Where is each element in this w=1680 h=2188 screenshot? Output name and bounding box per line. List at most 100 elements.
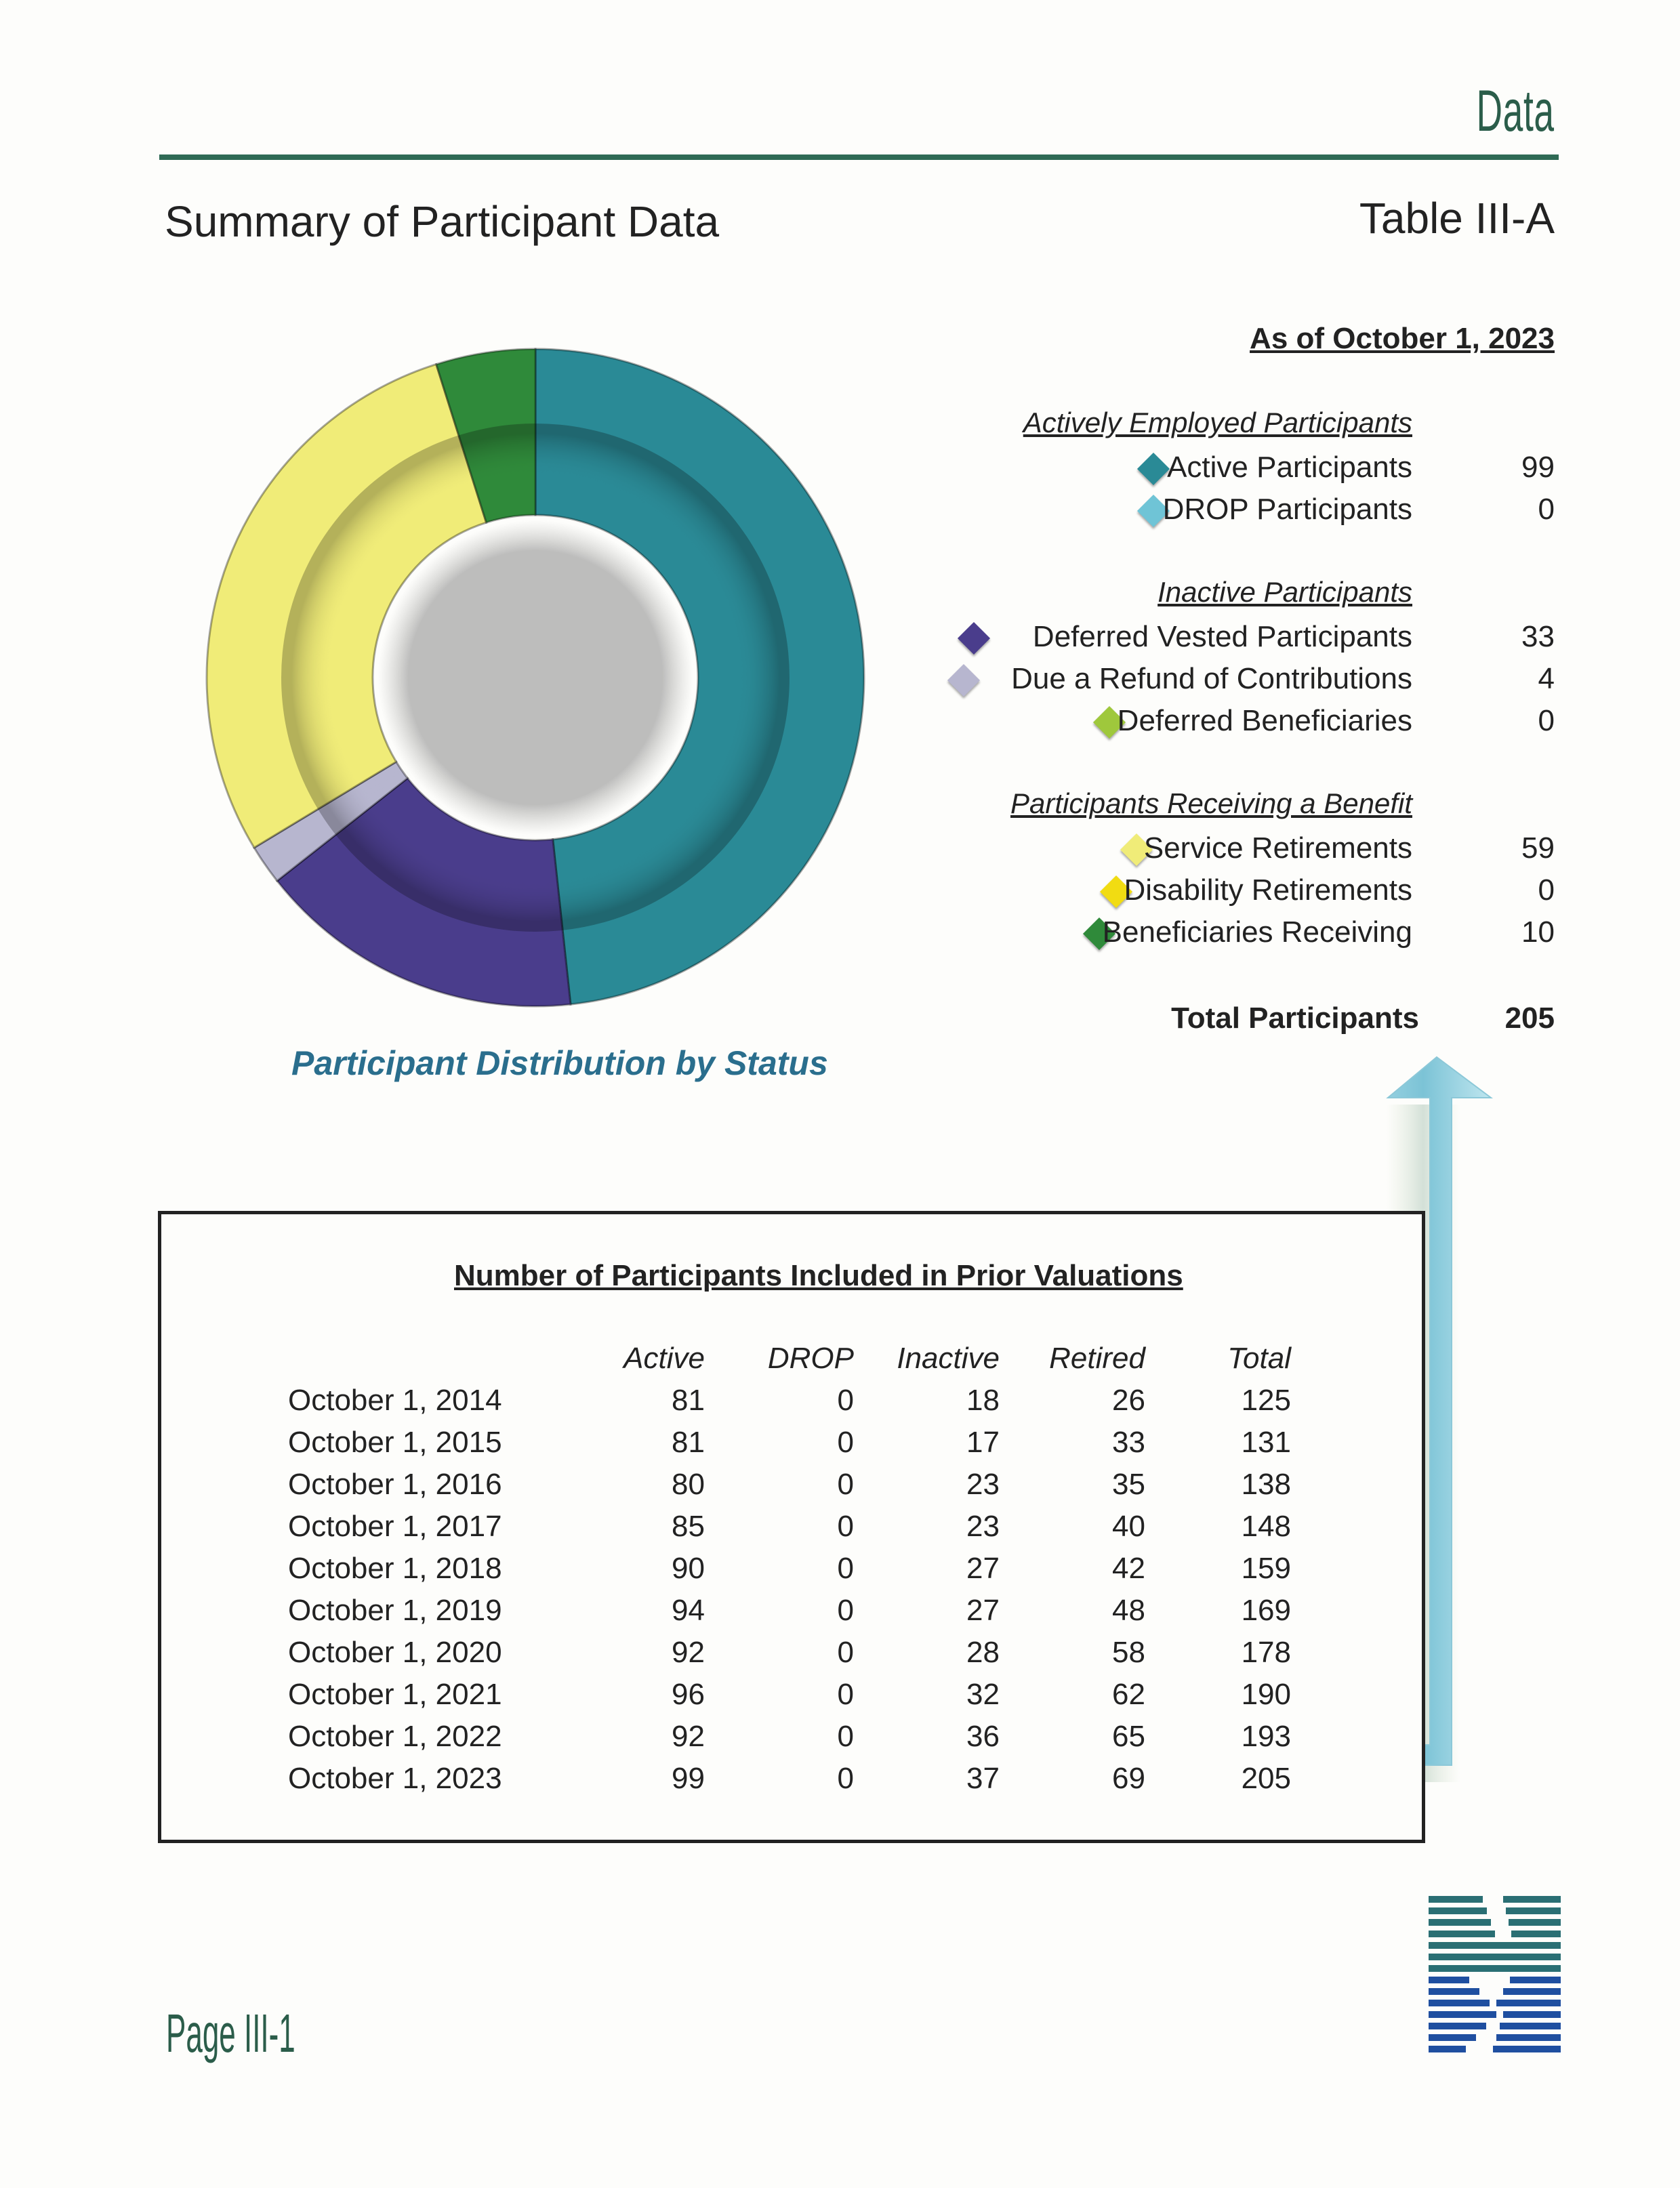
logo-stripe bbox=[1429, 1965, 1469, 1972]
row-date: October 1, 2021 bbox=[288, 1678, 502, 1711]
logo-stripe bbox=[1483, 1942, 1561, 1949]
logo-stripe bbox=[1476, 1954, 1561, 1960]
logo-stripe bbox=[1429, 1977, 1469, 1983]
legend-row-deferred-vested: Deferred Vested Participants 33 bbox=[877, 620, 1555, 661]
table-cell: 0 bbox=[837, 1426, 854, 1459]
table-cell: 69 bbox=[1112, 1762, 1145, 1795]
diamond-icon bbox=[1136, 452, 1170, 486]
legend-row-refund: Due a Refund of Contributions 4 bbox=[877, 662, 1555, 703]
prior-valuations-title: Number of Participants Included in Prior… bbox=[454, 1259, 1183, 1292]
table-cell: 40 bbox=[1112, 1510, 1145, 1543]
row-date: October 1, 2020 bbox=[288, 1636, 502, 1669]
table-cell: 48 bbox=[1112, 1594, 1145, 1627]
legend-label: Deferred Beneficiaries bbox=[1117, 704, 1412, 737]
table-cell: 0 bbox=[837, 1636, 854, 1669]
legend-value: 0 bbox=[1538, 493, 1555, 526]
table-cell: 0 bbox=[837, 1468, 854, 1501]
logo-stripe bbox=[1429, 2046, 1466, 2052]
row-date: October 1, 2016 bbox=[288, 1468, 502, 1501]
legend-value: 10 bbox=[1521, 915, 1555, 949]
logo-stripe bbox=[1429, 1896, 1483, 1903]
table-cell: 178 bbox=[1241, 1636, 1291, 1669]
logo-stripe bbox=[1429, 2011, 1496, 2018]
logo-stripe bbox=[1493, 2046, 1561, 2052]
logo-stripe bbox=[1511, 1931, 1561, 1937]
table-cell: 96 bbox=[672, 1678, 705, 1711]
legend-value: 0 bbox=[1538, 873, 1555, 907]
donut-shading bbox=[281, 424, 790, 932]
table-cell: 90 bbox=[672, 1552, 705, 1585]
logo-stripe bbox=[1429, 2000, 1490, 2006]
table-cell: 33 bbox=[1112, 1426, 1145, 1459]
table-cell: 23 bbox=[966, 1510, 1000, 1543]
header-rule bbox=[159, 154, 1559, 160]
logo-stripe bbox=[1429, 1931, 1495, 1937]
legend-row-service-retirements: Service Retirements 59 bbox=[877, 831, 1555, 872]
table-cell: 65 bbox=[1112, 1720, 1145, 1753]
legend-row-drop-participants: DROP Participants 0 bbox=[877, 493, 1555, 533]
table-cell: 85 bbox=[672, 1510, 705, 1543]
logo-stripe bbox=[1429, 1919, 1491, 1926]
logo-stripe bbox=[1496, 2034, 1561, 2041]
logo-stripe bbox=[1429, 1907, 1487, 1914]
table-cell: 159 bbox=[1241, 1552, 1291, 1585]
logo-stripe bbox=[1429, 2023, 1486, 2029]
legend-value: 33 bbox=[1521, 620, 1555, 653]
table-cell: 26 bbox=[1112, 1384, 1145, 1417]
row-date: October 1, 2017 bbox=[288, 1510, 502, 1543]
legend-value: 4 bbox=[1538, 662, 1555, 695]
participant-donut-chart bbox=[205, 348, 865, 1008]
table-cell: 92 bbox=[672, 1636, 705, 1669]
legend-label: Due a Refund of Contributions bbox=[1011, 662, 1412, 695]
legend-label: Active Participants bbox=[1167, 451, 1412, 484]
row-date: October 1, 2018 bbox=[288, 1552, 502, 1585]
legend-row-deferred-beneficiaries: Deferred Beneficiaries 0 bbox=[877, 704, 1555, 745]
table-cell: 42 bbox=[1112, 1552, 1145, 1585]
column-header-inactive: Inactive bbox=[897, 1342, 1000, 1375]
page-title: Summary of Participant Data bbox=[165, 197, 720, 246]
page-number: Page III-1 bbox=[166, 2003, 295, 2063]
row-date: October 1, 2014 bbox=[288, 1384, 502, 1417]
table-cell: 92 bbox=[672, 1720, 705, 1753]
row-date: October 1, 2023 bbox=[288, 1762, 502, 1795]
legend-row-disability-retirements: Disability Retirements 0 bbox=[877, 873, 1555, 914]
column-header-drop: DROP bbox=[767, 1342, 854, 1375]
column-header-retired: Retired bbox=[1049, 1342, 1145, 1375]
column-header-total: Total bbox=[1227, 1342, 1291, 1375]
logo-stripe bbox=[1429, 1954, 1483, 1960]
legend-label: Disability Retirements bbox=[1124, 873, 1412, 907]
table-cell: 0 bbox=[837, 1510, 854, 1543]
table-cell: 28 bbox=[966, 1636, 1000, 1669]
table-cell: 0 bbox=[837, 1552, 854, 1585]
section-label: Data bbox=[1476, 79, 1555, 144]
table-cell: 62 bbox=[1112, 1678, 1145, 1711]
chart-title: Participant Distribution by Status bbox=[291, 1044, 828, 1082]
table-cell: 35 bbox=[1112, 1468, 1145, 1501]
table-cell: 27 bbox=[966, 1552, 1000, 1585]
logo-stripe bbox=[1510, 1977, 1561, 1983]
table-cell: 0 bbox=[837, 1720, 854, 1753]
table-cell: 18 bbox=[966, 1384, 1000, 1417]
logo-stripe bbox=[1469, 1965, 1561, 1972]
diamond-icon bbox=[947, 663, 981, 697]
table-cell: 205 bbox=[1241, 1762, 1291, 1795]
table-cell: 0 bbox=[837, 1384, 854, 1417]
legend-value: 59 bbox=[1521, 831, 1555, 865]
legend-value: 99 bbox=[1521, 451, 1555, 484]
logo-stripe bbox=[1429, 1988, 1479, 1995]
table-cell: 81 bbox=[672, 1384, 705, 1417]
table-cell: 193 bbox=[1241, 1720, 1291, 1753]
table-id: Table III-A bbox=[1359, 194, 1555, 243]
logo-stripe bbox=[1503, 1988, 1561, 1995]
total-label: Total Participants bbox=[1171, 1002, 1419, 1035]
group-heading-receiving: Participants Receiving a Benefit bbox=[1010, 787, 1412, 819]
table-cell: 32 bbox=[966, 1678, 1000, 1711]
table-cell: 148 bbox=[1241, 1510, 1291, 1543]
table-cell: 17 bbox=[966, 1426, 1000, 1459]
row-date: October 1, 2019 bbox=[288, 1594, 502, 1627]
row-date: October 1, 2022 bbox=[288, 1720, 502, 1753]
company-logo bbox=[1429, 1896, 1561, 2052]
table-cell: 23 bbox=[966, 1468, 1000, 1501]
table-cell: 36 bbox=[966, 1720, 1000, 1753]
legend-label: Beneficiaries Receiving bbox=[1102, 915, 1412, 949]
